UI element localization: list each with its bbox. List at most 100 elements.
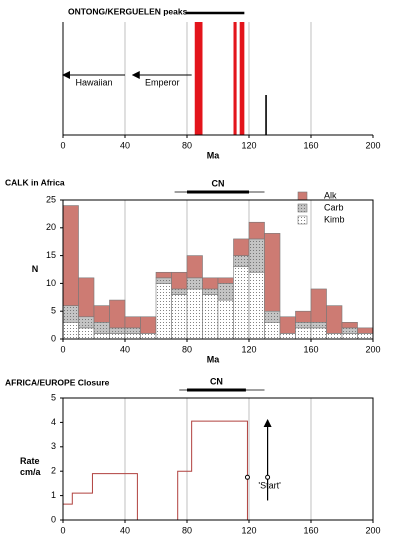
x-tick-label: 0 — [60, 140, 65, 150]
x-tick-label: 0 — [60, 344, 65, 354]
x-tick-label: 40 — [120, 140, 130, 150]
bar-segment — [264, 322, 281, 340]
x-tick-label: 0 — [60, 525, 65, 535]
peak — [194, 22, 203, 135]
x-tick-label: 200 — [365, 140, 380, 150]
y-tick-label: 15 — [46, 250, 56, 260]
bar-segment — [310, 288, 327, 323]
bar-segment — [217, 283, 234, 301]
peak — [233, 22, 237, 135]
x-tick-label: 40 — [120, 344, 130, 354]
bar-segment — [124, 327, 141, 334]
chart-title: CALK in Africa — [5, 177, 65, 187]
bar-segment — [217, 277, 234, 284]
legend-label: Kimb — [324, 214, 345, 224]
bar-segment — [202, 288, 219, 295]
x-tick-label: 160 — [303, 140, 318, 150]
bar-segment — [93, 322, 110, 334]
bar-segment — [140, 333, 157, 340]
x-tick-label: 200 — [365, 525, 380, 535]
bar-segment — [62, 205, 79, 306]
x-tick-label: 80 — [182, 140, 192, 150]
bar-segment — [248, 271, 265, 340]
legend-swatch — [297, 215, 308, 225]
bar-segment — [264, 310, 281, 323]
bar-segment — [341, 327, 358, 334]
bar-segment — [155, 271, 172, 279]
bar-segment — [310, 322, 327, 329]
legend-swatch — [297, 203, 308, 213]
bar-segment — [233, 238, 250, 256]
arrow-label: Emperor — [145, 77, 180, 87]
y-tick-label: 10 — [46, 278, 56, 288]
bar-segment — [78, 316, 95, 329]
bar-segment — [124, 316, 141, 329]
bar-segment — [124, 333, 141, 340]
bar-segment — [155, 277, 172, 284]
bar-segment — [357, 333, 374, 340]
bar-segment — [279, 316, 296, 334]
x-tick-label: 200 — [365, 344, 380, 354]
bar-segment — [93, 333, 110, 340]
bar-segment — [326, 333, 343, 340]
bar-segment — [310, 327, 327, 340]
y-tick-label: 25 — [46, 194, 56, 204]
y-tick-label: 5 — [51, 392, 56, 402]
chart-title: ONTONG/KERGUELEN peaks — [68, 6, 188, 16]
peak — [239, 22, 245, 135]
bar-segment — [171, 294, 188, 340]
point — [244, 474, 250, 480]
y-axis-label: N — [32, 264, 39, 274]
bar-segment — [155, 283, 172, 340]
bar-segment — [62, 305, 79, 323]
bar-segment — [109, 299, 126, 329]
point — [265, 474, 271, 480]
point-label: 'Start' — [258, 481, 281, 491]
legend-label: Carb — [324, 202, 344, 212]
arrow-label: Hawaiian — [75, 77, 112, 87]
bar-segment — [248, 238, 265, 273]
x-axis-label: Ma — [207, 354, 220, 364]
bar-segment — [295, 322, 312, 329]
cn-label: CN — [212, 178, 225, 188]
y-tick-label: 3 — [51, 441, 56, 451]
bar-segment — [186, 277, 203, 290]
y-axis-label: cm/a — [20, 467, 42, 477]
y-tick-label: 20 — [46, 222, 56, 232]
chart-title: AFRICA/EUROPE Closure — [5, 377, 110, 387]
bar-segment — [93, 305, 110, 323]
step-line — [63, 420, 248, 521]
bar-segment — [341, 333, 358, 340]
y-tick-label: 0 — [51, 333, 56, 343]
bar-segment — [171, 288, 188, 295]
axes — [62, 22, 373, 136]
bar-segment — [78, 327, 95, 340]
bar-segment — [140, 316, 157, 334]
bar-segment — [171, 271, 188, 290]
bar-segment — [109, 333, 126, 340]
x-tick-label: 120 — [241, 140, 256, 150]
x-axis-label: Ma — [207, 150, 220, 160]
bar-segment — [279, 333, 296, 340]
x-tick-label: 80 — [182, 344, 192, 354]
y-tick-label: 2 — [51, 466, 56, 476]
y-tick-label: 0 — [51, 514, 56, 524]
bar-segment — [202, 294, 219, 340]
bar-segment — [326, 305, 343, 334]
bar-segment — [109, 327, 126, 334]
bar-segment — [264, 233, 281, 312]
legend-label: Alk — [324, 190, 337, 200]
bar-segment — [186, 288, 203, 340]
x-tick-label: 80 — [182, 525, 192, 535]
x-tick-label: 120 — [241, 525, 256, 535]
cn-label: CN — [210, 376, 223, 386]
bar-segment — [357, 327, 374, 334]
x-tick-label: 160 — [303, 344, 318, 354]
y-tick-label: 1 — [51, 490, 56, 500]
legend-swatch — [297, 191, 308, 201]
y-tick-label: 5 — [51, 306, 56, 316]
bar-segment — [233, 266, 250, 340]
bar-segment — [62, 322, 79, 340]
x-tick-label: 120 — [241, 344, 256, 354]
